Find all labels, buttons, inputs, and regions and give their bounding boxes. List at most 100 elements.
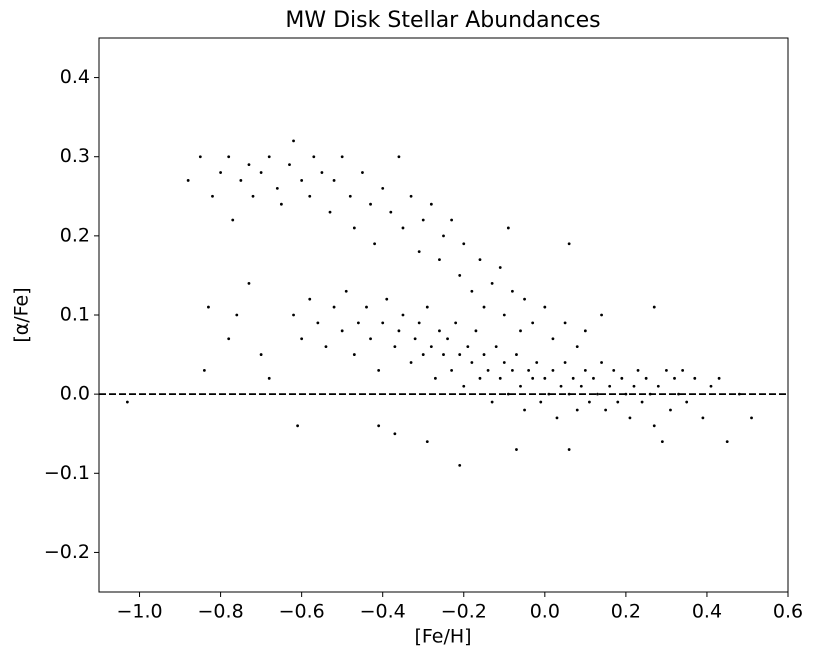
point bbox=[421, 218, 425, 222]
point bbox=[701, 416, 705, 420]
x-tick-label: −0.2 bbox=[441, 601, 487, 623]
point bbox=[300, 179, 304, 182]
point bbox=[352, 353, 356, 356]
point bbox=[470, 361, 474, 364]
point bbox=[717, 376, 721, 380]
point bbox=[450, 218, 454, 222]
point bbox=[413, 337, 417, 341]
x-tick-label: 0.6 bbox=[773, 601, 803, 623]
point bbox=[332, 179, 336, 182]
point bbox=[515, 353, 518, 356]
point bbox=[231, 218, 235, 222]
point bbox=[575, 408, 579, 412]
point bbox=[551, 369, 555, 372]
point bbox=[616, 400, 620, 404]
point bbox=[425, 305, 429, 309]
point bbox=[288, 163, 291, 167]
point bbox=[377, 424, 381, 428]
point bbox=[478, 376, 482, 380]
point bbox=[474, 329, 478, 333]
point bbox=[369, 337, 372, 341]
point bbox=[125, 400, 129, 404]
point bbox=[352, 226, 356, 230]
point bbox=[251, 194, 255, 198]
point bbox=[324, 345, 328, 349]
point bbox=[612, 369, 616, 372]
chart-title: MW Disk Stellar Abundances bbox=[285, 8, 600, 33]
point bbox=[198, 155, 202, 159]
point bbox=[604, 408, 608, 412]
y-axis-label: [α/Fe] bbox=[11, 287, 33, 342]
point bbox=[523, 408, 526, 412]
point bbox=[332, 305, 336, 309]
point bbox=[397, 155, 401, 159]
point bbox=[498, 376, 502, 380]
point bbox=[239, 179, 243, 182]
point bbox=[348, 194, 352, 198]
point bbox=[393, 345, 397, 349]
y-tick-label: −0.2 bbox=[44, 541, 90, 563]
point bbox=[369, 202, 372, 206]
point bbox=[725, 440, 729, 444]
point bbox=[267, 376, 271, 380]
x-tick-label: −0.8 bbox=[198, 601, 244, 623]
point bbox=[644, 376, 648, 380]
point bbox=[227, 155, 231, 159]
point bbox=[490, 281, 494, 285]
point bbox=[640, 400, 644, 404]
point bbox=[681, 369, 685, 372]
point bbox=[531, 321, 535, 325]
point bbox=[308, 297, 312, 301]
point bbox=[693, 376, 697, 380]
point bbox=[219, 171, 222, 174]
point bbox=[458, 274, 462, 277]
point bbox=[535, 361, 539, 364]
point bbox=[519, 384, 522, 388]
point bbox=[442, 234, 445, 238]
point bbox=[567, 448, 571, 451]
point bbox=[425, 440, 429, 444]
point bbox=[421, 353, 425, 356]
point bbox=[652, 305, 656, 309]
point bbox=[377, 369, 381, 372]
point bbox=[429, 202, 433, 206]
plot-frame bbox=[98, 37, 789, 593]
y-tick-label: 0.1 bbox=[60, 304, 90, 326]
point bbox=[438, 258, 441, 261]
point bbox=[608, 384, 612, 388]
point bbox=[259, 171, 263, 174]
point bbox=[494, 345, 498, 349]
point bbox=[579, 384, 583, 388]
point bbox=[300, 337, 304, 341]
point bbox=[527, 369, 531, 372]
point bbox=[393, 432, 397, 436]
point bbox=[259, 353, 263, 356]
point bbox=[656, 384, 660, 388]
point bbox=[665, 369, 668, 372]
point bbox=[559, 384, 563, 388]
point bbox=[356, 321, 360, 325]
point bbox=[531, 376, 535, 380]
point bbox=[433, 376, 437, 380]
point bbox=[446, 337, 449, 341]
point bbox=[462, 384, 466, 388]
y-tick-label: 0.4 bbox=[60, 66, 90, 88]
x-tick-label: −0.6 bbox=[279, 601, 325, 623]
point bbox=[462, 242, 466, 246]
point bbox=[442, 353, 445, 356]
point bbox=[247, 163, 251, 167]
point bbox=[632, 384, 636, 388]
point bbox=[669, 408, 672, 412]
point bbox=[543, 376, 547, 380]
point bbox=[381, 321, 385, 325]
point bbox=[227, 337, 231, 341]
point bbox=[417, 250, 421, 254]
point bbox=[429, 345, 433, 349]
point bbox=[247, 281, 251, 285]
y-tick-label: −0.1 bbox=[44, 462, 90, 484]
point bbox=[409, 361, 413, 364]
point bbox=[340, 155, 344, 159]
point bbox=[583, 329, 587, 333]
point bbox=[685, 400, 689, 404]
